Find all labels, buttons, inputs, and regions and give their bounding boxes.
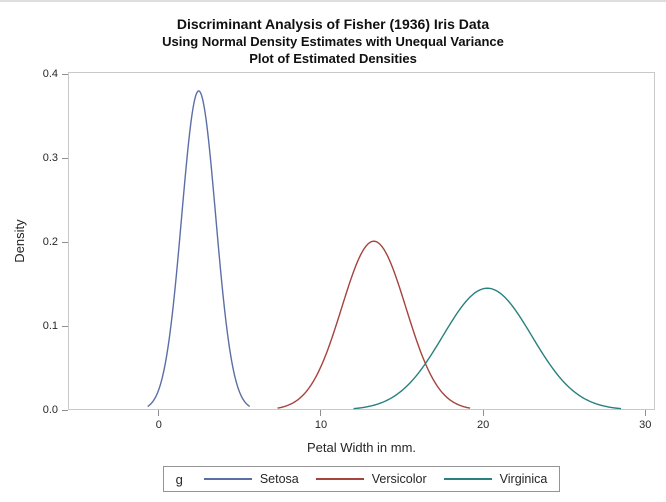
legend-label-virginica: Virginica bbox=[499, 472, 548, 486]
legend-line-setosa bbox=[203, 478, 252, 480]
legend-label-versicolor: Versicolor bbox=[371, 472, 427, 486]
y-tick-label: 0.3 bbox=[42, 151, 58, 164]
y-tick-label: 0.0 bbox=[42, 403, 58, 416]
x-tick-label: 0 bbox=[155, 419, 162, 431]
x-tick-label: 10 bbox=[314, 419, 328, 431]
density-curve-versicolor bbox=[277, 240, 471, 409]
chart-title: Discriminant Analysis of Fisher (1936) I… bbox=[176, 16, 490, 32]
legend-line-versicolor bbox=[315, 478, 364, 480]
y-tick-mark bbox=[62, 157, 68, 159]
y-tick-mark bbox=[62, 409, 68, 411]
x-axis-title: Petal Width in mm. bbox=[306, 440, 417, 455]
plot-area bbox=[68, 72, 655, 410]
legend: g Setosa Versicolor Virginica bbox=[162, 466, 561, 492]
y-tick-label: 0.2 bbox=[42, 235, 58, 248]
y-tick-mark bbox=[62, 73, 68, 75]
chart-subtitle-1: Using Normal Density Estimates with Uneq… bbox=[162, 34, 504, 49]
x-tick-mark bbox=[158, 410, 160, 416]
chart-subtitle-2: Plot of Estimated Densities bbox=[249, 51, 417, 66]
legend-title: g bbox=[175, 471, 183, 487]
y-tick-label: 0.4 bbox=[42, 67, 58, 80]
legend-label-setosa: Setosa bbox=[259, 472, 299, 486]
x-tick-mark bbox=[644, 410, 646, 416]
x-tick-mark bbox=[320, 410, 322, 416]
plot-svg bbox=[68, 72, 655, 410]
plot-frame bbox=[68, 72, 655, 410]
density-curve-virginica bbox=[353, 287, 622, 410]
density-curve-setosa bbox=[147, 90, 251, 408]
y-tick-label: 0.1 bbox=[42, 319, 58, 332]
y-tick-mark bbox=[62, 325, 68, 327]
x-tick-label: 30 bbox=[639, 419, 652, 431]
legend-row: g Setosa Versicolor Virginica bbox=[68, 466, 655, 492]
legend-line-virginica bbox=[443, 478, 492, 480]
chart-titles: Discriminant Analysis of Fisher (1936) I… bbox=[0, 15, 666, 67]
x-tick-mark bbox=[482, 410, 484, 416]
x-tick-label: 20 bbox=[476, 419, 490, 431]
y-tick-mark bbox=[62, 241, 68, 243]
